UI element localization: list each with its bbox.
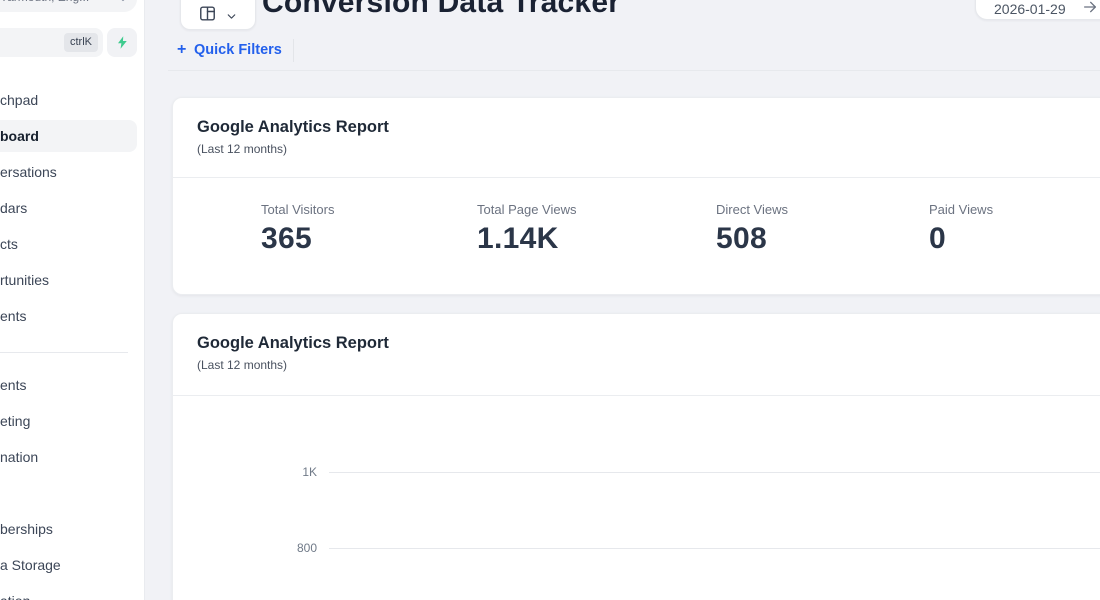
sidebar-item-marketing[interactable]: eting	[0, 413, 31, 429]
stat-paid-views: Paid Views 0	[929, 202, 993, 256]
lightning-bolt-icon	[115, 35, 130, 50]
keyboard-shortcut-badge: ctrlK	[64, 33, 98, 52]
stat-direct-views: Direct Views 508	[716, 202, 788, 256]
stat-value: 365	[261, 222, 312, 255]
card-title: Google Analytics Report	[197, 334, 389, 352]
stat-label: Direct Views	[716, 202, 789, 217]
y-axis-tick: 1K	[302, 465, 317, 479]
stat-value: 0	[929, 222, 946, 255]
arrow-right-icon	[1082, 0, 1098, 15]
card-divider	[173, 177, 1100, 178]
stat-label: Total Visitors	[261, 202, 335, 217]
page-title: Conversion Data Tracker	[262, 0, 621, 19]
date-picker[interactable]: 2026-01-29	[975, 0, 1100, 20]
ai-assistant-button[interactable]	[107, 28, 137, 57]
sidebar-item-media-storage[interactable]: a Storage	[0, 557, 61, 573]
header-divider	[168, 70, 1100, 71]
sidebar-item-memberships[interactable]: berships	[0, 521, 53, 537]
sidebar-item-ai-agents[interactable]: ents	[0, 377, 27, 393]
sidebar-item-automation[interactable]: nation	[0, 449, 39, 465]
stat-label: Total Page Views	[477, 202, 577, 217]
date-value: 2026-01-29	[994, 1, 1066, 17]
sidebar-item-dashboard[interactable]: board	[0, 120, 137, 152]
chevron-down-icon	[225, 10, 238, 23]
location-label: Yarmouth, Eng...	[0, 0, 89, 4]
sidebar-divider	[0, 352, 128, 353]
analytics-report-card: Google Analytics Report (Last 12 months)…	[172, 97, 1100, 295]
stat-total-visitors: Total Visitors 365	[261, 202, 334, 256]
dashboard-switcher-button[interactable]	[180, 0, 256, 30]
stat-label: Paid Views	[929, 202, 994, 217]
analytics-chart-card: Google Analytics Report (Last 12 months)…	[172, 313, 1100, 600]
card-divider	[173, 395, 1100, 396]
sidebar-item-sites[interactable]	[0, 477, 137, 509]
stat-value: 508	[716, 222, 767, 255]
sidebar-item-opportunities[interactable]: rtunities	[0, 272, 50, 288]
stat-value: 1.14K	[477, 222, 559, 255]
sidebar-item-reputation[interactable]: ation	[0, 585, 137, 600]
card-subtitle: (Last 12 months)	[197, 358, 288, 372]
stat-total-page-views: Total Page Views 1.14K	[477, 202, 577, 256]
sidebar-item-payments[interactable]: ents	[0, 308, 27, 324]
sidebar-item-launchpad[interactable]: chpad	[0, 92, 39, 108]
quick-filters-divider	[293, 39, 294, 62]
next-date-button[interactable]	[1082, 0, 1098, 15]
location-selector[interactable]: Yarmouth, Eng...	[0, 0, 137, 12]
gridline	[329, 472, 1100, 473]
layout-dashboard-icon	[198, 4, 217, 23]
y-axis-tick: 800	[296, 541, 317, 555]
card-subtitle: (Last 12 months)	[197, 142, 288, 156]
sidebar: Yarmouth, Eng... ctrlK chpad board ersat…	[0, 0, 145, 600]
card-title: Google Analytics Report	[197, 118, 389, 136]
sidebar-item-contacts[interactable]: cts	[0, 236, 18, 252]
chevron-down-icon	[117, 0, 129, 5]
gridline	[329, 548, 1100, 549]
plus-icon[interactable]: +	[177, 41, 187, 58]
sidebar-item-calendars[interactable]: dars	[0, 200, 28, 216]
sidebar-item-conversations[interactable]: ersations	[0, 164, 57, 180]
search-input[interactable]: ctrlK	[0, 28, 103, 57]
quick-filters-button[interactable]: Quick Filters	[194, 42, 282, 58]
